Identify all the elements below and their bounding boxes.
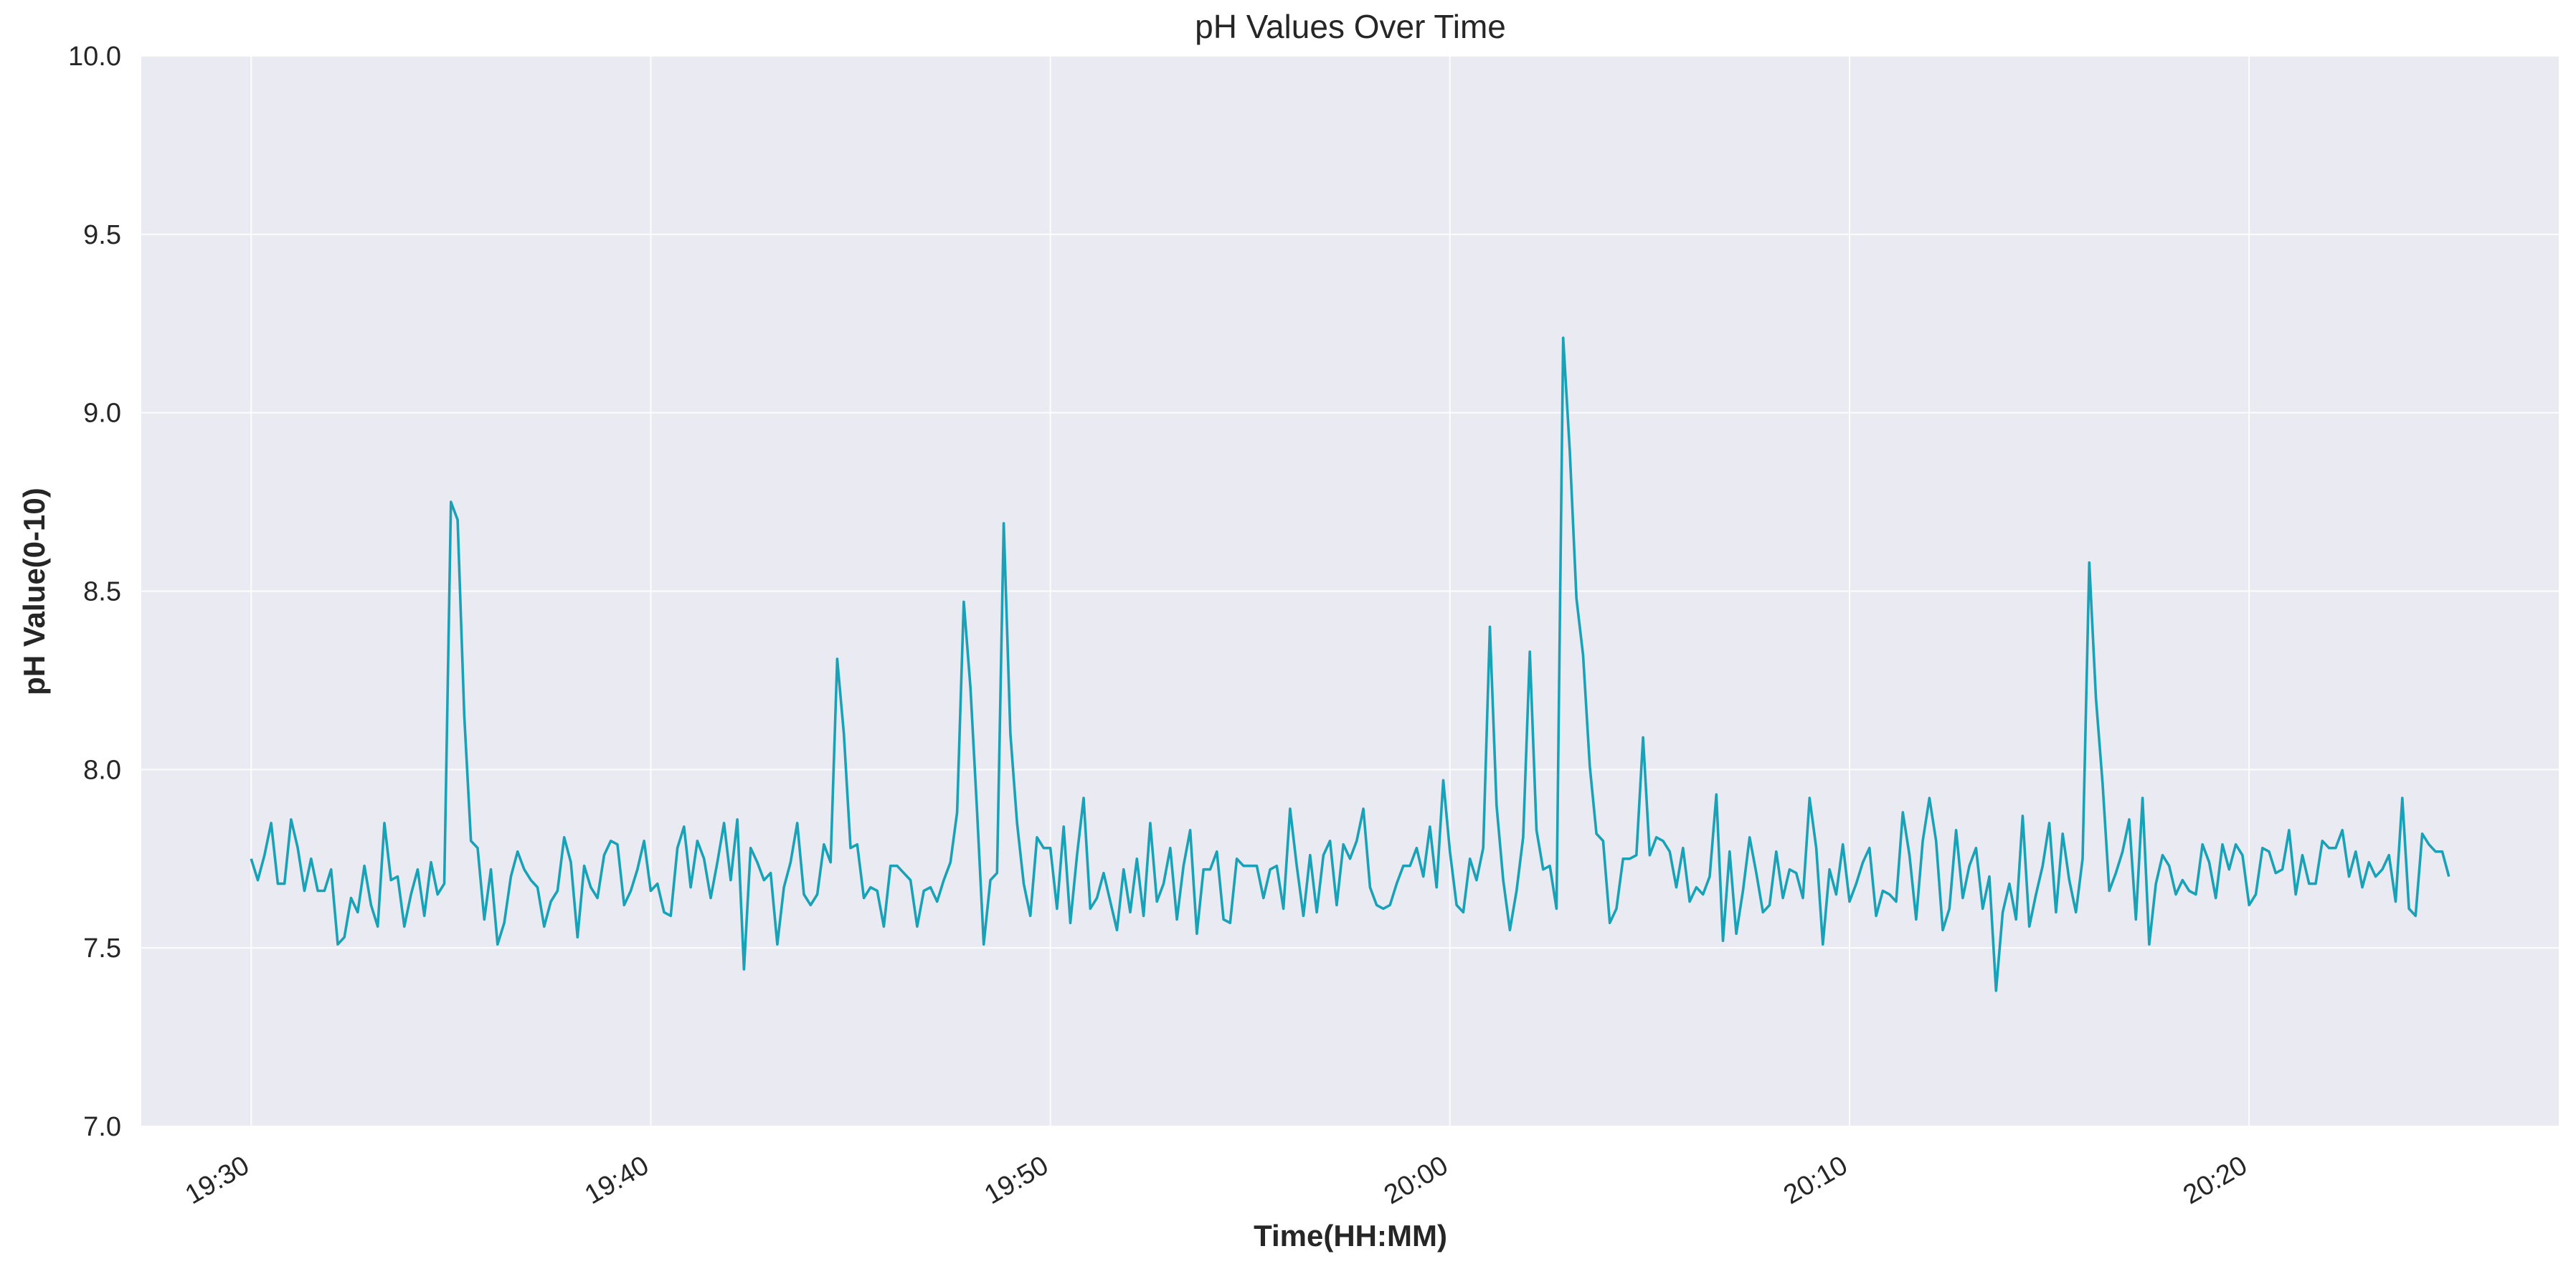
y-tick-label: 9.5 <box>83 220 121 250</box>
grid-lines <box>141 55 2559 1127</box>
y-tick-label: 10.0 <box>68 42 121 72</box>
y-tick-label: 8.0 <box>83 755 121 785</box>
x-axis: 19:30 19:40 19:50 20:00 20:10 20:20 <box>180 1150 2252 1210</box>
y-tick-label: 9.0 <box>83 399 121 429</box>
x-axis-label: Time(HH:MM) <box>1254 1219 1447 1253</box>
x-tick-label: 20:10 <box>1779 1150 1852 1210</box>
y-tick-label: 7.0 <box>83 1112 121 1142</box>
x-tick-label: 20:20 <box>2178 1150 2252 1210</box>
chart-title: pH Values Over Time <box>1195 8 1506 45</box>
x-tick-label: 19:50 <box>980 1150 1053 1210</box>
y-tick-label: 7.5 <box>83 933 121 964</box>
y-axis: 7.0 7.5 8.0 8.5 9.0 9.5 10.0 <box>68 42 121 1142</box>
x-tick-label: 19:40 <box>580 1150 654 1210</box>
series-line-ph <box>250 336 2450 992</box>
y-tick-label: 8.5 <box>83 577 121 607</box>
x-tick-label: 20:00 <box>1379 1150 1453 1210</box>
x-tick-label: 19:30 <box>180 1150 254 1210</box>
y-axis-label: pH Value(0-10) <box>17 488 51 695</box>
